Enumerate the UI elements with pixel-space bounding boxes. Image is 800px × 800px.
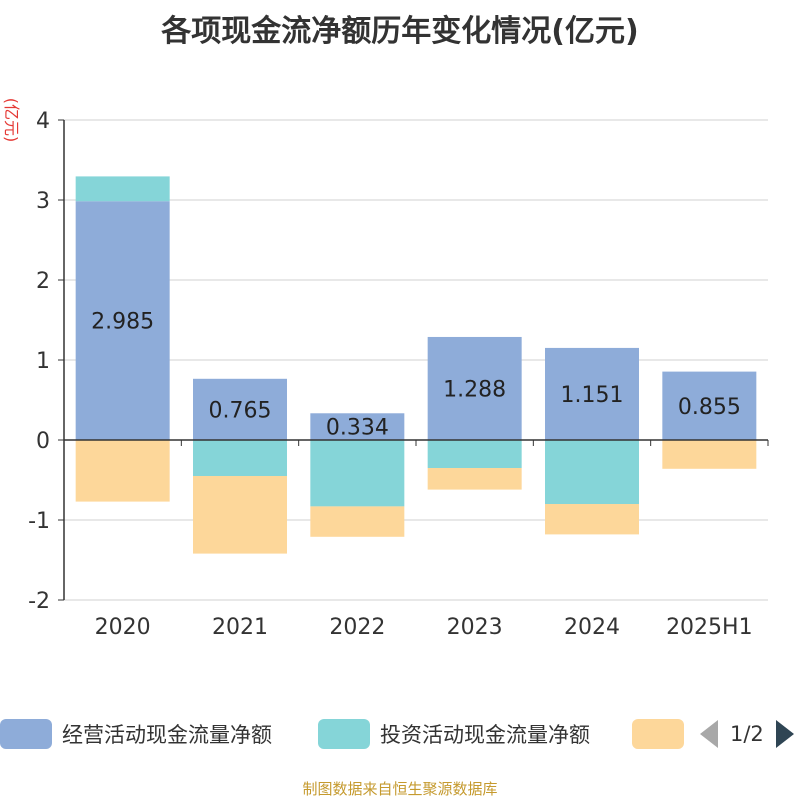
bar-s2-2024 [545, 504, 639, 535]
data-label: 0.334 [326, 416, 389, 441]
y-tick-label: 0 [36, 429, 50, 454]
x-tick-label: 2022 [329, 615, 385, 640]
y-tick-label: -2 [28, 589, 50, 614]
legend-item-third[interactable] [632, 716, 684, 752]
bar-s2-2025H1 [662, 440, 757, 469]
legend: 经营活动现金流量净额 投资活动现金流量净额 [0, 716, 800, 752]
legend-label-investing: 投资活动现金流量净额 [380, 723, 590, 747]
bar-s0-2025H1 [662, 371, 757, 440]
bar-s1-2022 [310, 440, 405, 507]
y-tick-label: 3 [36, 189, 50, 214]
x-tick-label: 2025H1 [666, 615, 753, 640]
next-page-icon[interactable] [775, 720, 794, 748]
legend-swatch-operating [0, 719, 52, 749]
bar-s1-2020 [75, 176, 170, 202]
x-tick-label: 2020 [95, 615, 151, 640]
chart-plot: -2 -1 0 1 2 3 4 (亿元) 2.985 0.765 0.334 1.288 1.151 0.… [2, 98, 769, 640]
legend-pager: 1/2 [700, 716, 794, 752]
prev-page-icon[interactable] [700, 720, 718, 748]
legend-item-operating[interactable]: 经营活动现金流量净额 [0, 716, 272, 752]
data-label: 1.288 [443, 377, 506, 402]
bar-s1-2021 [193, 440, 287, 476]
x-tick-label: 2021 [212, 615, 268, 640]
data-label: 1.151 [561, 383, 624, 408]
y-tick-label: -1 [28, 509, 50, 534]
legend-swatch-third [632, 719, 684, 749]
bar-s0-2023 [427, 336, 522, 440]
data-label: 2.985 [91, 310, 154, 335]
chart-title: 各项现金流净额历年变化情况(亿元) [161, 14, 639, 49]
y-tick-label: 4 [36, 109, 50, 134]
x-tick-label: 2023 [447, 615, 503, 640]
bar-s1-2024 [545, 440, 639, 504]
bar-s1-2023 [427, 440, 522, 468]
bar-s0-2021 [193, 378, 287, 440]
y-axis-title: (亿元) [2, 98, 21, 143]
bar-s2-2020 [75, 440, 170, 502]
data-label: 0.855 [678, 395, 741, 420]
bar-s0-2020 [75, 201, 170, 440]
bar-s2-2023 [427, 468, 522, 490]
legend-page-indicator: 1/2 [730, 722, 764, 746]
x-tick-label: 2024 [564, 615, 620, 640]
data-source-note: 制图数据来自恒生聚源数据库 [302, 780, 498, 798]
y-tick-label: 2 [36, 269, 50, 294]
legend-swatch-investing [318, 719, 370, 749]
data-label: 0.765 [209, 398, 272, 423]
legend-label-operating: 经营活动现金流量净额 [62, 723, 272, 747]
y-tick-label: 1 [36, 349, 50, 374]
bar-s2-2022 [310, 506, 405, 537]
bar-s2-2021 [193, 476, 287, 554]
bar-s0-2022 [310, 413, 405, 440]
bar-s0-2024 [545, 347, 639, 440]
legend-item-investing[interactable]: 投资活动现金流量净额 [318, 716, 590, 752]
